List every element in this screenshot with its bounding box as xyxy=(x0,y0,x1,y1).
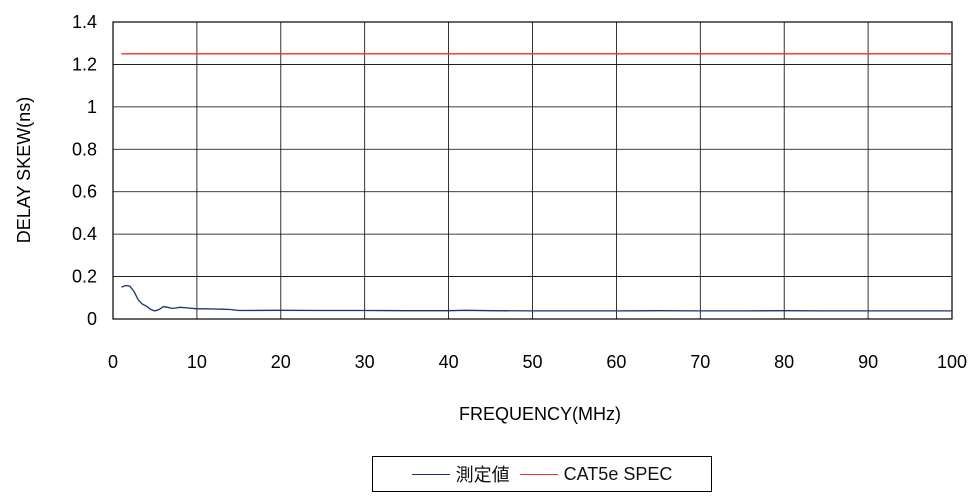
x-tick-label: 60 xyxy=(606,352,626,372)
x-tick-label: 40 xyxy=(439,352,459,372)
y-tick-label: 1 xyxy=(87,97,97,117)
y-tick-label: 1.4 xyxy=(72,12,97,32)
y-tick-label: 0 xyxy=(87,309,97,329)
x-tick-label: 90 xyxy=(858,352,878,372)
legend-item-cat5e-spec: CAT5e SPEC xyxy=(519,463,673,485)
y-axis-label: DELAY SKEW(ns) xyxy=(14,97,34,243)
series-layer xyxy=(121,53,952,312)
x-tick-label: 10 xyxy=(187,352,207,372)
x-tick-label: 80 xyxy=(774,352,794,372)
x-axis-label: FREQUENCY(MHz) xyxy=(459,404,621,424)
legend-swatch-measured xyxy=(411,473,450,475)
x-tick-label: 0 xyxy=(108,352,118,372)
legend: 測定値 CAT5e SPEC xyxy=(372,456,712,492)
x-axis-tick-labels: 0 10 20 30 40 50 60 70 80 90 100 xyxy=(108,352,967,372)
legend-label-cat5e-spec: CAT5e SPEC xyxy=(563,463,673,484)
x-tick-label: 20 xyxy=(271,352,291,372)
y-tick-label: 0.2 xyxy=(72,267,97,287)
legend-label-measured: 測定値 xyxy=(455,465,510,485)
y-tick-label: 0.8 xyxy=(72,139,97,159)
legend-swatch-cat5e-spec xyxy=(519,473,558,475)
x-tick-label: 30 xyxy=(355,352,375,372)
y-tick-label: 1.2 xyxy=(72,54,97,74)
series-line-0 xyxy=(121,284,952,312)
x-tick-label: 70 xyxy=(690,352,710,372)
x-tick-label: 50 xyxy=(522,352,542,372)
y-axis-tick-labels: 0 0.2 0.4 0.6 0.8 1 1.2 1.4 xyxy=(72,12,97,329)
grid-lines xyxy=(113,22,952,319)
y-tick-label: 0.6 xyxy=(72,182,97,202)
y-tick-label: 0.4 xyxy=(72,224,97,244)
legend-item-measured: 測定値 xyxy=(411,461,510,487)
plot-frame xyxy=(112,21,953,320)
x-tick-label: 100 xyxy=(937,352,967,372)
